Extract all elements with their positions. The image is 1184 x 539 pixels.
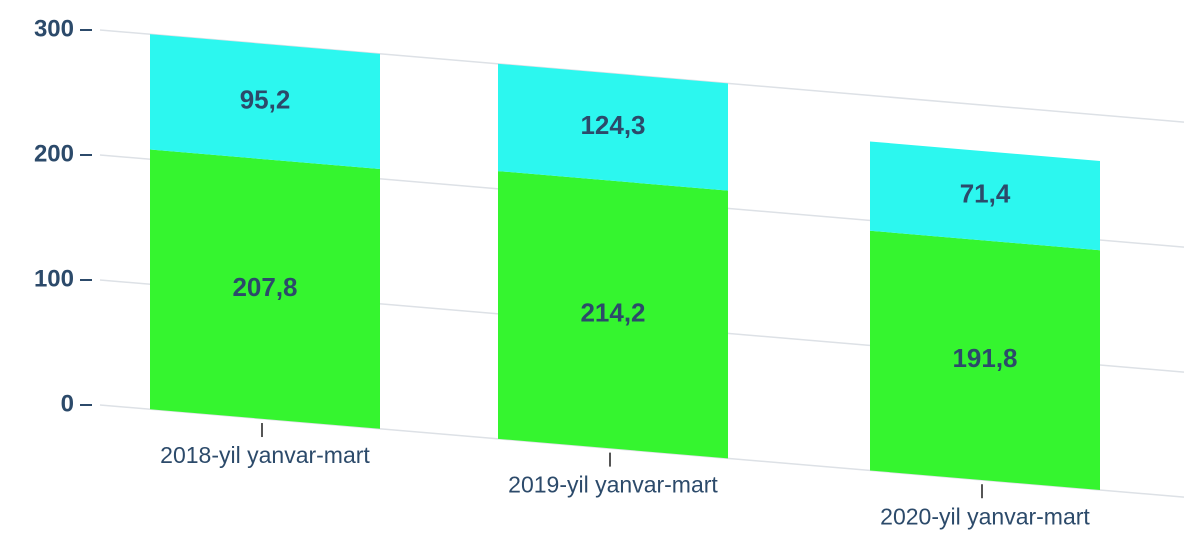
bar-segment	[150, 30, 380, 170]
y-tick-label: 0	[61, 390, 74, 417]
value-label: 191,8	[952, 343, 1017, 373]
bar-segment	[150, 149, 380, 429]
value-label: 214,2	[580, 298, 645, 328]
y-tick-label: 100	[34, 265, 74, 292]
y-tick-label: 200	[34, 140, 74, 167]
x-tick-label: 2020-yil yanvar-mart	[880, 503, 1090, 529]
bar-segment	[498, 171, 728, 459]
bar-segment	[870, 141, 1100, 251]
y-tick-label: 300	[34, 15, 74, 42]
value-label: 124,3	[580, 110, 645, 140]
value-label: 71,4	[960, 179, 1011, 209]
bars	[150, 30, 1100, 490]
value-label: 95,2	[240, 85, 291, 115]
labels: 0 100 200 300 207,8 95,2 2018-yil yanvar-mart 2…	[34, 15, 1090, 529]
bar-segment	[870, 230, 1100, 490]
x-tick-label: 2019-yil yanvar-mart	[508, 472, 718, 498]
x-tick-label: 2018-yil yanvar-mart	[160, 442, 370, 468]
bar-segment	[498, 30, 728, 191]
value-label: 207,8	[232, 272, 297, 302]
